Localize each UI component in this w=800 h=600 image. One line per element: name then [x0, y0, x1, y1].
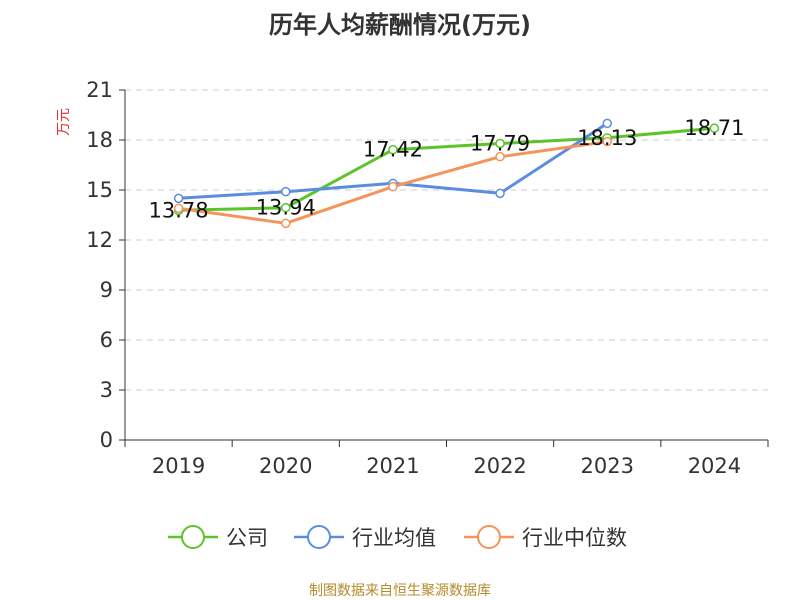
data-point[interactable] [173, 193, 184, 204]
data-label: 18.71 [684, 116, 744, 140]
data-point[interactable] [495, 188, 505, 199]
y-tick-label: 18 [86, 128, 113, 152]
data-point[interactable] [602, 118, 612, 129]
data-point[interactable] [495, 138, 505, 149]
x-tick-label: 2023 [581, 454, 634, 478]
legend-label: 行业均值 [352, 526, 436, 550]
x-tick-label: 2019 [152, 454, 205, 478]
data-point[interactable] [281, 202, 291, 213]
legend-marker-icon [307, 525, 331, 549]
series-line-1 [178, 126, 715, 212]
data-labels: 13.78 13.94 17.42 17.79 18.13 18.71 [149, 116, 745, 222]
y-tick-label: 12 [86, 228, 113, 252]
y-tick-label: 9 [100, 278, 113, 302]
gridlines [125, 89, 768, 391]
legend-marker-icon [477, 525, 501, 549]
chart-title: 历年人均薪酬情况(万元) [269, 11, 531, 39]
data-label: 13.94 [256, 196, 316, 220]
x-tick-label: 2024 [688, 454, 741, 478]
y-tick-label: 15 [86, 178, 113, 202]
y-tick-label: 0 [100, 428, 113, 452]
legend-label: 公司 [226, 526, 268, 550]
legend-item-3[interactable]: 行业中位数 [464, 525, 627, 550]
x-tick-label: 2022 [473, 454, 526, 478]
legend-item-1[interactable]: 公司 [168, 525, 268, 550]
data-point[interactable] [709, 123, 720, 133]
legend[interactable]: 公司 行业均值 行业中位数 [168, 525, 627, 550]
data-label: 17.42 [363, 138, 423, 162]
legend-item-2[interactable]: 行业均值 [294, 525, 436, 550]
y-tick-label: 6 [100, 328, 113, 352]
x-tick-label: 2020 [259, 454, 312, 478]
data-point[interactable] [173, 203, 184, 214]
y-tick-label: 21 [86, 78, 113, 102]
x-tick-label: 2021 [366, 454, 419, 478]
data-point[interactable] [388, 144, 398, 155]
data-label: 17.79 [470, 132, 530, 156]
series-group [173, 118, 720, 229]
y-axis-unit-label: 万元 [56, 108, 72, 136]
data-label: 18.13 [577, 126, 637, 150]
data-point[interactable] [281, 218, 291, 229]
data-source-footer: 制图数据来自恒生聚源数据库 [309, 583, 491, 599]
legend-label: 行业中位数 [522, 526, 627, 550]
data-point[interactable] [495, 151, 505, 162]
data-point[interactable] [388, 181, 398, 192]
data-label: 13.78 [149, 198, 209, 222]
data-point[interactable] [602, 136, 612, 147]
axes: 0 3 6 9 12 15 18 21 2019 2020 2021 2022 2023 2024 [86, 78, 769, 478]
y-tick-label: 3 [100, 378, 113, 402]
data-point[interactable] [281, 186, 291, 197]
legend-marker-icon [181, 525, 205, 549]
